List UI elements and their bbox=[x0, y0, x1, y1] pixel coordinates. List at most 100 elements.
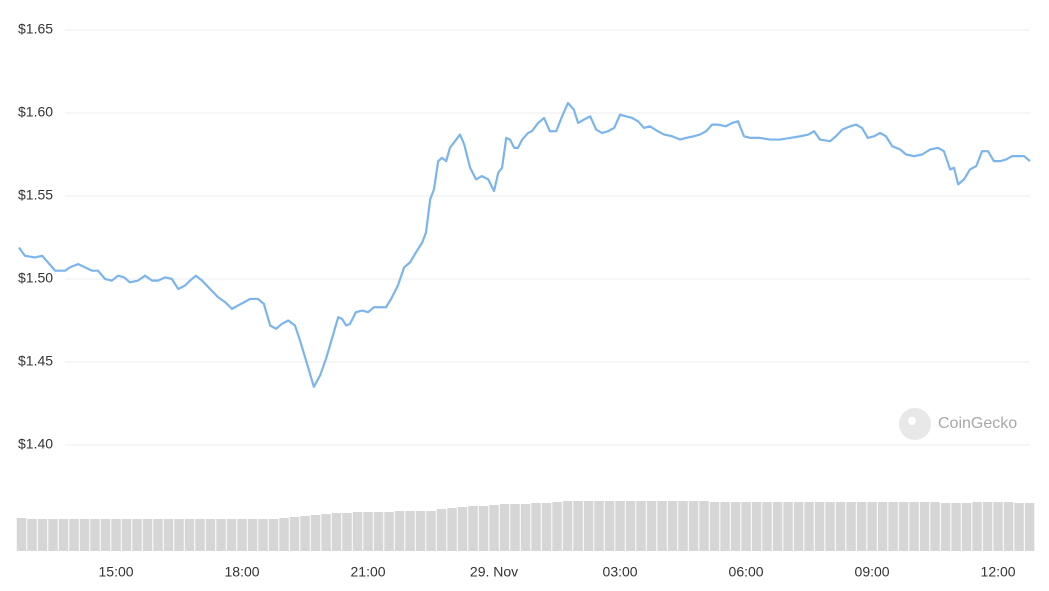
volume-bar bbox=[594, 501, 604, 551]
volume-bar bbox=[415, 511, 426, 551]
volume-bar bbox=[709, 502, 720, 551]
volume-bar bbox=[405, 511, 415, 551]
volume-bar bbox=[426, 511, 436, 551]
watermark: CoinGecko bbox=[899, 408, 1017, 440]
volume-bar bbox=[898, 502, 909, 551]
volume-bar bbox=[825, 502, 835, 551]
volume-bar bbox=[195, 519, 205, 551]
volume-bar bbox=[930, 502, 940, 551]
volume-bar bbox=[48, 519, 58, 551]
volume-bar bbox=[163, 519, 174, 551]
x-tick-label: 21:00 bbox=[351, 564, 386, 580]
volume-bar bbox=[888, 502, 898, 551]
y-tick-label: $1.50 bbox=[18, 270, 53, 286]
volume-bar bbox=[646, 501, 657, 551]
volume-bar bbox=[342, 513, 352, 551]
volume-bar bbox=[216, 519, 226, 551]
volume-bar bbox=[856, 502, 867, 551]
volume-bar bbox=[814, 502, 825, 551]
x-tick-label: 12:00 bbox=[981, 564, 1016, 580]
volume-bar bbox=[184, 519, 195, 551]
volume-bar bbox=[205, 519, 216, 551]
volume-bar bbox=[132, 519, 142, 551]
x-tick-label: 06:00 bbox=[729, 564, 764, 580]
volume-bar bbox=[258, 519, 268, 551]
volume-bar bbox=[1014, 503, 1024, 551]
volume-bar bbox=[247, 519, 258, 551]
x-tick-label: 15:00 bbox=[99, 564, 134, 580]
volume-bar bbox=[468, 506, 478, 551]
volume-bar bbox=[804, 502, 814, 551]
volume-bar bbox=[489, 505, 499, 551]
volume-bar bbox=[268, 519, 279, 551]
volume-bar bbox=[436, 509, 447, 551]
volume-bar bbox=[90, 519, 100, 551]
volume-bar bbox=[331, 513, 342, 551]
volume-bar bbox=[552, 502, 562, 551]
volume-bar bbox=[237, 519, 247, 551]
volume-bar bbox=[373, 512, 384, 551]
volume-bar bbox=[510, 504, 520, 551]
volume-bar bbox=[573, 501, 583, 551]
volume-bar bbox=[69, 519, 79, 551]
volume-bar bbox=[772, 502, 783, 551]
volume-bar bbox=[27, 519, 37, 551]
volume-bar bbox=[289, 517, 300, 551]
volume-bar bbox=[993, 502, 1003, 551]
volume-bar bbox=[300, 516, 310, 551]
volume-bar bbox=[751, 502, 762, 551]
volume-bar bbox=[940, 503, 951, 551]
volume-bar bbox=[541, 503, 552, 551]
volume-bar bbox=[457, 507, 468, 551]
volume-bar bbox=[699, 501, 709, 551]
volume-bar bbox=[531, 503, 541, 551]
x-tick-label: 03:00 bbox=[603, 564, 638, 580]
volume-bar bbox=[16, 518, 27, 551]
volume-bar bbox=[447, 508, 457, 551]
volume-bar bbox=[100, 519, 111, 551]
volume-bar bbox=[384, 512, 394, 551]
volume-bar bbox=[121, 519, 132, 551]
volume-bar bbox=[58, 519, 69, 551]
watermark-logo-eye bbox=[908, 417, 916, 425]
y-tick-label: $1.65 bbox=[18, 21, 53, 37]
volume-bar bbox=[636, 501, 646, 551]
volume-bar bbox=[79, 519, 90, 551]
volume-bar bbox=[793, 502, 804, 551]
volume-bar bbox=[951, 503, 961, 551]
volume-bar bbox=[762, 502, 772, 551]
volume-bar bbox=[1024, 503, 1035, 551]
volume-bar bbox=[478, 506, 489, 551]
volume-bar bbox=[499, 504, 510, 551]
volume-bar bbox=[730, 502, 741, 551]
volume-bar bbox=[142, 519, 153, 551]
volume-bar bbox=[909, 502, 919, 551]
volume-bar bbox=[625, 501, 636, 551]
volume-bar bbox=[720, 502, 730, 551]
volume-bar bbox=[562, 501, 573, 551]
volume-bar bbox=[583, 501, 594, 551]
volume-bar bbox=[153, 519, 163, 551]
volume-bar bbox=[678, 501, 688, 551]
volume-bar bbox=[657, 501, 667, 551]
volume-bar bbox=[972, 502, 982, 551]
y-tick-label: $1.60 bbox=[18, 104, 53, 120]
volume-bar bbox=[982, 502, 993, 551]
volume-bar bbox=[363, 512, 373, 551]
volume-bar bbox=[919, 502, 930, 551]
volume-bar bbox=[867, 502, 877, 551]
x-tick-label: 18:00 bbox=[225, 564, 260, 580]
volume-bar bbox=[835, 502, 846, 551]
volume-bar bbox=[961, 503, 972, 551]
volume-bar bbox=[174, 519, 184, 551]
x-tick-label: 09:00 bbox=[855, 564, 890, 580]
volume-bar bbox=[741, 502, 751, 551]
y-tick-label: $1.40 bbox=[18, 436, 53, 452]
volume-bar bbox=[111, 519, 121, 551]
plot: $1.65 $1.60 $1.55 $1.50 $1.45 $1.40 15:00 18:00… bbox=[16, 21, 1035, 580]
x-tick-label: 29. Nov bbox=[470, 564, 518, 580]
volume-bar bbox=[279, 518, 289, 551]
volume-bar bbox=[877, 502, 888, 551]
volume-bars bbox=[16, 501, 1035, 551]
